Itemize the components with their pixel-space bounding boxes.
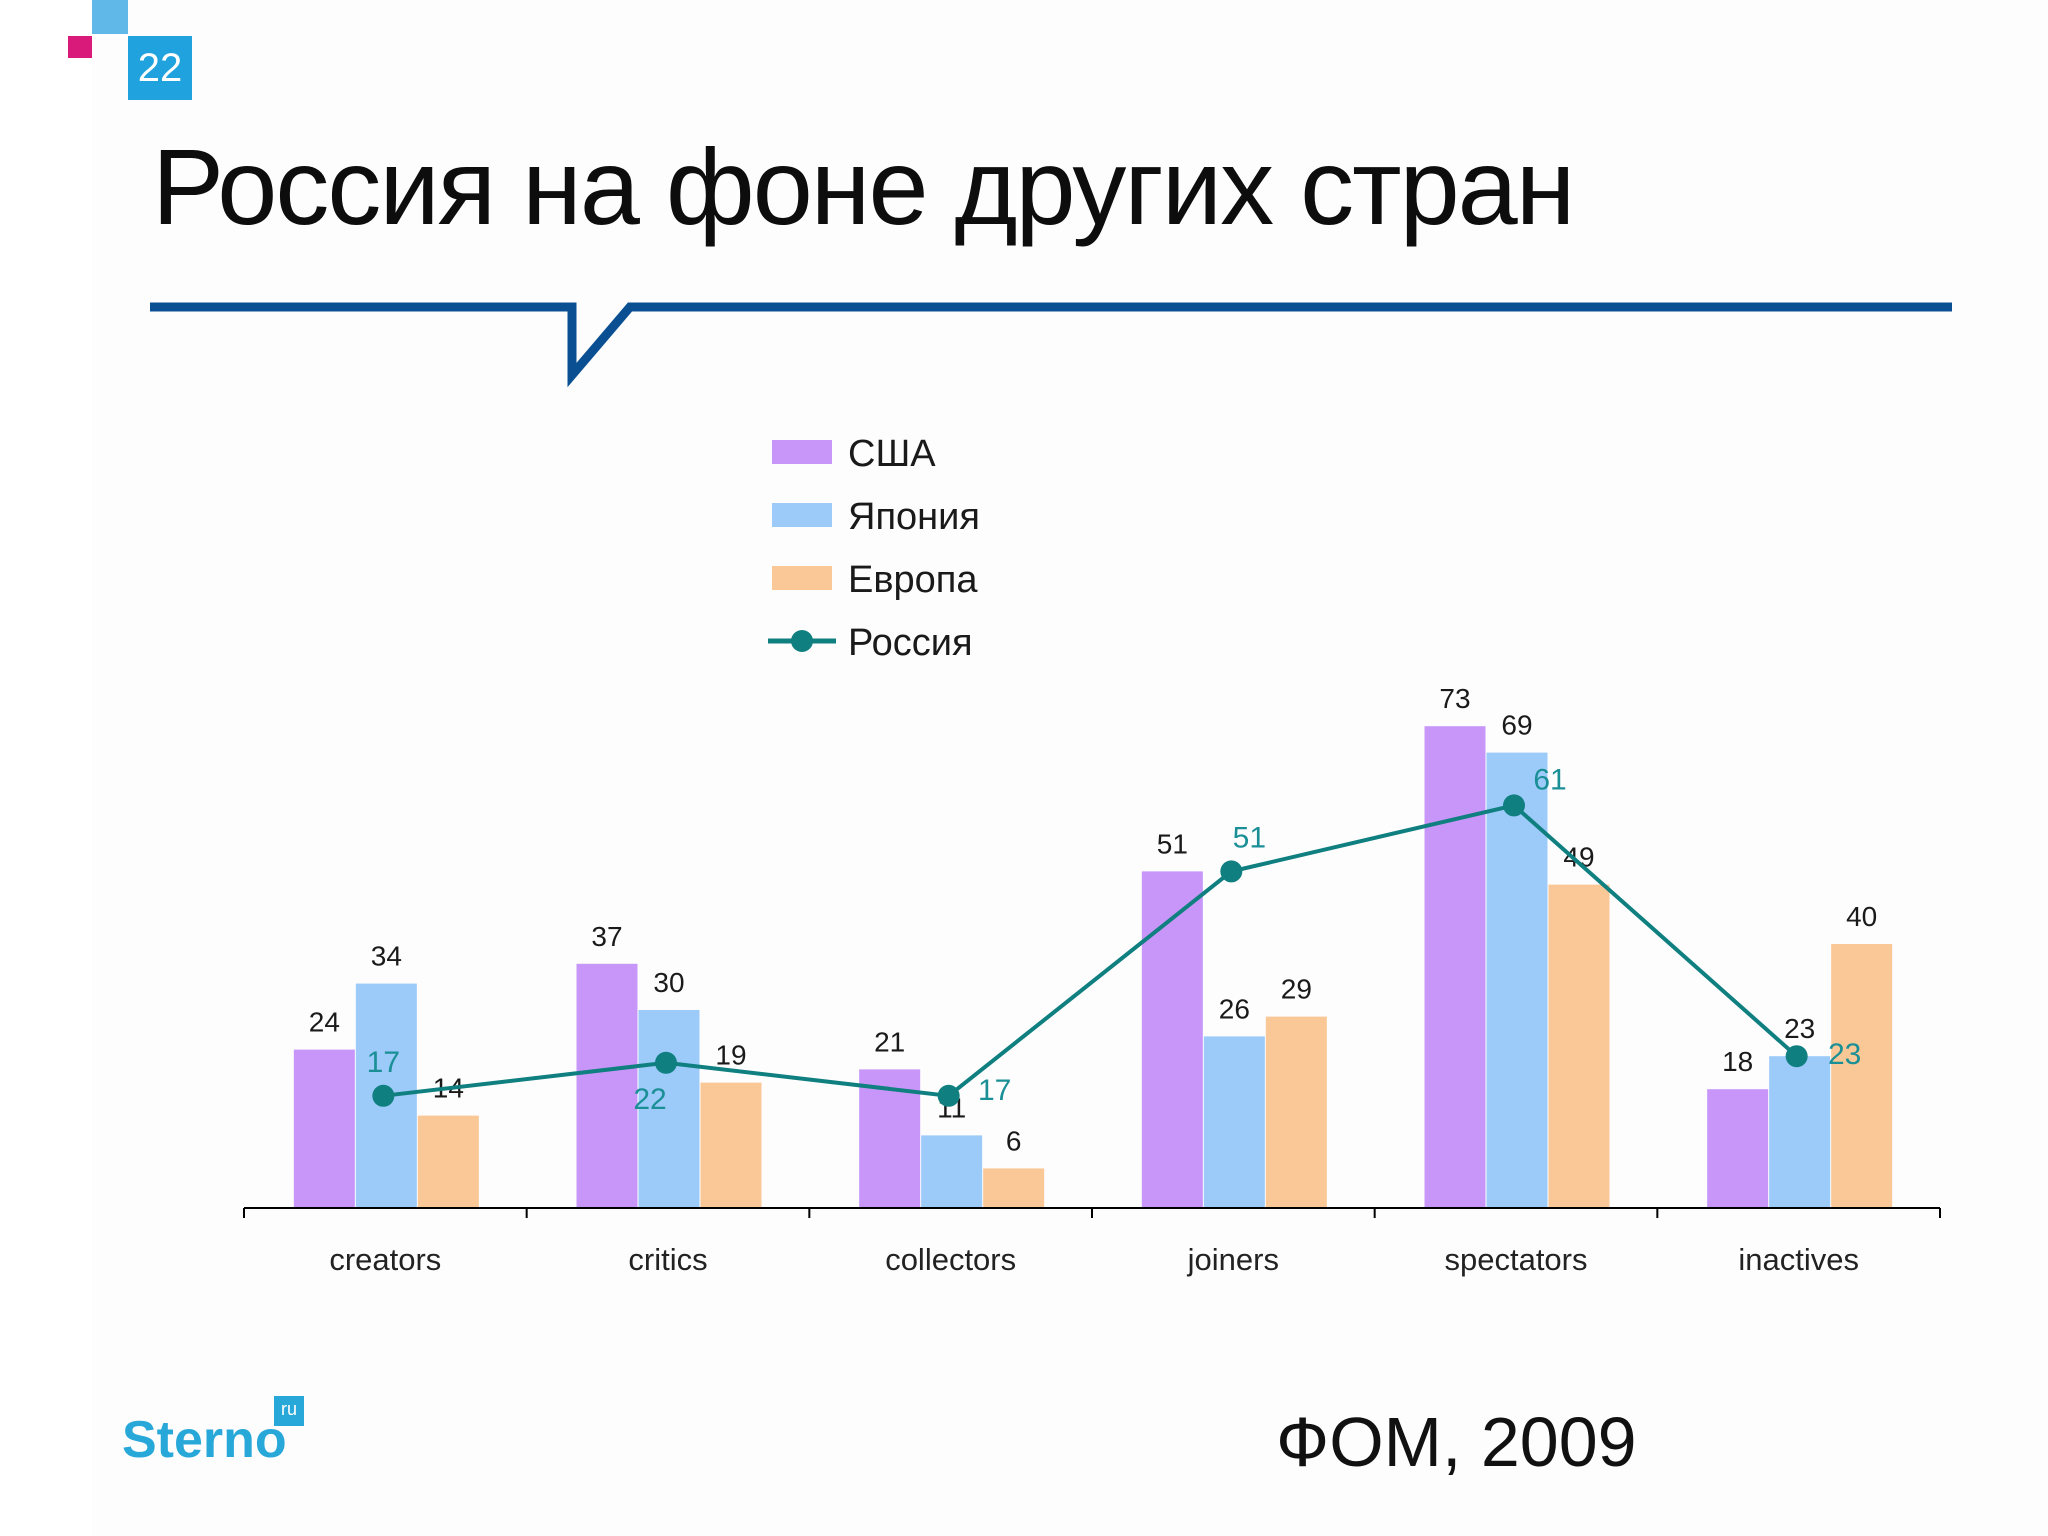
russia-point-collectors xyxy=(937,1084,960,1107)
russia-value-label-inactives: 23 xyxy=(1828,1038,1861,1071)
bar-value-label-inactives-series-3: 40 xyxy=(1846,901,1877,932)
legend-swatch-1 xyxy=(772,440,832,464)
title-underline-path xyxy=(150,302,1952,388)
russia-value-label-joiners: 51 xyxy=(1233,821,1266,854)
bar-inactives-series-1 xyxy=(1707,1089,1769,1208)
bar-value-label-collectors-series-3: 6 xyxy=(1006,1125,1022,1156)
legend-label-1: США xyxy=(848,433,936,475)
slide-title: Россия на фоне других стран xyxy=(152,126,1575,247)
russia-value-label-collectors: 17 xyxy=(978,1074,1011,1107)
sterno-logo: Sterno ru xyxy=(122,1396,304,1470)
x-tick-label-joiners: joiners xyxy=(1187,1242,1279,1277)
bar-spectators-series-3 xyxy=(1548,884,1610,1208)
bar-spectators-series-2 xyxy=(1486,752,1548,1208)
legend-swatch-marker xyxy=(791,630,813,652)
russia-point-spectators xyxy=(1503,794,1525,817)
bar-value-label-inactives-series-1: 18 xyxy=(1722,1046,1753,1077)
bar-value-label-spectators-series-2: 69 xyxy=(1501,710,1532,741)
bar-value-label-joiners-series-3: 29 xyxy=(1281,974,1312,1005)
russia-line xyxy=(383,803,1798,1098)
legend-swatch-3 xyxy=(772,566,832,590)
russia-point-critics xyxy=(655,1051,677,1074)
title-underline xyxy=(150,302,1952,388)
corner-decoration-pink xyxy=(68,36,92,58)
x-tick-label-critics: critics xyxy=(628,1242,707,1277)
bar-joiners-series-3 xyxy=(1265,1016,1327,1208)
bar-inactives-series-2 xyxy=(1769,1056,1831,1208)
corner-decoration-blue xyxy=(92,0,128,34)
bar-collectors-series-3 xyxy=(983,1168,1045,1208)
bar-value-label-joiners-series-1: 51 xyxy=(1157,828,1188,859)
x-tick-label-inactives: inactives xyxy=(1738,1242,1859,1277)
legend-swatch-2 xyxy=(772,503,832,527)
russia-value-label-creators: 17 xyxy=(367,1046,400,1079)
bar-value-label-creators-series-1: 24 xyxy=(309,1007,340,1038)
russia-point-joiners xyxy=(1220,860,1243,883)
bar-joiners-series-1 xyxy=(1141,871,1203,1208)
bar-value-label-critics-series-1: 37 xyxy=(591,921,622,952)
russia-value-label-critics: 22 xyxy=(633,1083,666,1116)
slide-background xyxy=(92,0,2048,1536)
bar-creators-series-3 xyxy=(417,1115,479,1208)
logo-text: Sterno xyxy=(122,1411,287,1469)
x-tick-label-collectors: collectors xyxy=(885,1242,1016,1277)
bar-critics-series-2 xyxy=(638,1010,700,1208)
bar-value-label-spectators-series-1: 73 xyxy=(1439,683,1470,714)
x-tick-label-creators: creators xyxy=(329,1242,441,1277)
bar-value-label-joiners-series-2: 26 xyxy=(1219,993,1250,1024)
bar-value-label-inactives-series-2: 23 xyxy=(1784,1013,1815,1044)
bar-value-label-creators-series-2: 34 xyxy=(371,941,402,972)
bar-inactives-series-3 xyxy=(1831,944,1893,1208)
bar-value-label-collectors-series-1: 21 xyxy=(874,1026,905,1057)
page-number-badge: 22 xyxy=(128,36,192,100)
x-tick-label-spectators: spectators xyxy=(1444,1242,1587,1277)
bar-spectators-series-1 xyxy=(1424,726,1486,1208)
bar-value-label-critics-series-3: 19 xyxy=(715,1040,746,1071)
legend-label-2: Япония xyxy=(848,496,980,538)
russia-value-label-spectators: 61 xyxy=(1533,763,1566,796)
russia-point-creators xyxy=(372,1084,395,1107)
source-caption: ФОМ, 2009 xyxy=(1276,1403,1637,1481)
bar-creators-series-1 xyxy=(293,1049,355,1208)
bar-critics-series-3 xyxy=(700,1082,762,1208)
bar-value-label-spectators-series-3: 49 xyxy=(1563,842,1594,873)
bar-collectors-series-2 xyxy=(921,1135,983,1208)
russia-point-inactives xyxy=(1785,1045,1808,1068)
bar-value-label-critics-series-2: 30 xyxy=(653,967,684,998)
logo-badge: ru xyxy=(274,1396,304,1426)
legend-label-4: Россия xyxy=(848,622,973,664)
bar-critics-series-1 xyxy=(576,963,638,1208)
legend-label-3: Европа xyxy=(848,559,978,601)
bar-joiners-series-2 xyxy=(1203,1036,1265,1208)
